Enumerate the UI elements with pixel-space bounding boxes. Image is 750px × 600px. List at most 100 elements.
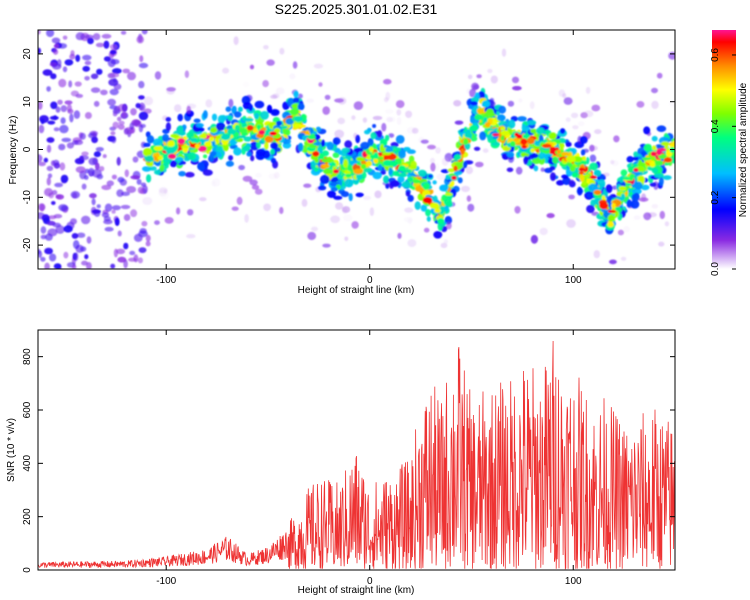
spectrogram-cell [539, 227, 548, 236]
spectrogram-peak [231, 136, 240, 141]
spectrogram-peak [567, 162, 573, 168]
spectrogram-cell [46, 137, 55, 143]
spectrogram-cell [521, 123, 527, 132]
spectrogram-cell [88, 167, 95, 177]
spectrogram-cell [79, 132, 86, 140]
spectrogram-cell [643, 212, 652, 221]
spectrogram-cell [49, 253, 57, 262]
spectrogram-cell [138, 95, 145, 100]
spectrogram-cell [266, 59, 275, 66]
colorbar-tick-label: 0.6 [710, 48, 721, 62]
x-tick-label: 0 [367, 275, 373, 286]
spectrogram-cell [109, 44, 118, 50]
spectrogram-cell [92, 33, 101, 41]
spectrogram-cell [558, 89, 566, 97]
spectrogram-cell [470, 101, 478, 106]
spectrogram-peak [437, 218, 445, 224]
spectrogram-cell [631, 188, 642, 195]
spectrogram-peak [422, 183, 430, 190]
spectrogram-cell [353, 101, 364, 110]
spectrogram-cell [327, 190, 336, 198]
spectrogram-cell [507, 100, 515, 107]
spectrogram-cell [123, 242, 129, 250]
spectrogram-peak [611, 202, 616, 209]
spectrogram-peak [356, 162, 362, 166]
spectrogram-peak [520, 138, 528, 145]
spectrogram-cell [66, 142, 74, 149]
spectrogram-cell [170, 133, 180, 139]
spectrogram-cell [44, 188, 53, 197]
spectrogram-cell [583, 110, 594, 118]
spectrogram-cell [559, 143, 565, 149]
spectrogram-cell [332, 137, 341, 145]
spectrogram-cell [40, 234, 47, 240]
spectrogram-cell [215, 146, 225, 153]
spectrogram-cell [71, 264, 77, 269]
spectrogram-cell [351, 115, 356, 120]
spectrogram-cell [154, 169, 161, 175]
spectrogram-cell [293, 90, 299, 98]
spectrogram-cell [103, 219, 113, 225]
spectrogram-cell [209, 151, 217, 157]
spectrogram-cell [202, 169, 213, 176]
spectrogram-cell [55, 225, 65, 234]
colorbar-gradient [712, 30, 736, 269]
spectrogram-cell [439, 184, 449, 192]
spectrogram-peak [281, 125, 288, 129]
spectrogram-cell [343, 159, 349, 168]
colorbar: 0.0 0.2 0.4 0.6 Normalized spectral amplitu… [710, 30, 749, 276]
spectrogram-cell [130, 108, 137, 116]
spectrogram-cell [70, 218, 77, 225]
spectrogram-cell [108, 78, 119, 86]
spectrogram-cell [368, 147, 374, 153]
spectrogram-cell [490, 75, 498, 84]
spectrogram-peak [671, 140, 675, 147]
spectrogram-cell [166, 87, 176, 95]
spectrogram-cell [38, 47, 41, 54]
spectrogram-cell [454, 120, 464, 125]
spectrogram-peak [381, 152, 392, 156]
spectrogram-peak [256, 124, 261, 131]
spectrogram-cell [73, 240, 80, 249]
spectrogram-peak [607, 221, 614, 228]
spectrogram-cell [363, 167, 373, 173]
spectrogram-cell [75, 54, 81, 62]
spectrogram-cell [472, 84, 480, 90]
spectrogram-peak [194, 143, 200, 149]
spectrogram-cell [133, 233, 143, 242]
spectrogram-cell [658, 241, 665, 247]
spectrogram-cell [589, 162, 598, 171]
spectrogram-cell [195, 123, 204, 128]
spectrogram-cell [669, 99, 675, 107]
spectrogram-cell [51, 37, 61, 44]
spectrogram-cell [38, 30, 41, 35]
spectrogram-cell [40, 226, 47, 234]
spectrogram-cell [651, 100, 659, 109]
spectrogram-cell [61, 137, 72, 143]
spectrogram-cell [62, 35, 68, 40]
spectrogram-cell [59, 124, 69, 134]
y-tick-label: -10 [22, 190, 33, 205]
spectrogram-cell [414, 201, 421, 210]
spectrogram-cell [396, 117, 402, 125]
spectrogram-cell [93, 151, 101, 158]
spectrogram-cell [270, 142, 279, 150]
spectrogram-cell [377, 130, 383, 138]
spectrogram-cell [482, 148, 489, 153]
spectrogram-cell [339, 156, 344, 165]
spectrogram-cell [121, 111, 127, 118]
spectrogram-cell [632, 156, 639, 161]
spectrogram-cell [588, 183, 598, 192]
spectrogram-peak [484, 121, 491, 128]
spectrogram-cell [518, 98, 523, 103]
spectrogram-cell [81, 151, 89, 156]
spectrogram-cell [425, 209, 431, 217]
spectrogram-cell [43, 157, 49, 163]
spectrogram-peak [422, 197, 433, 204]
spectrogram-cell [70, 191, 81, 199]
spectrogram-cell [640, 150, 647, 157]
spectrogram-cell [53, 43, 60, 49]
spectrogram-cell [411, 127, 419, 134]
